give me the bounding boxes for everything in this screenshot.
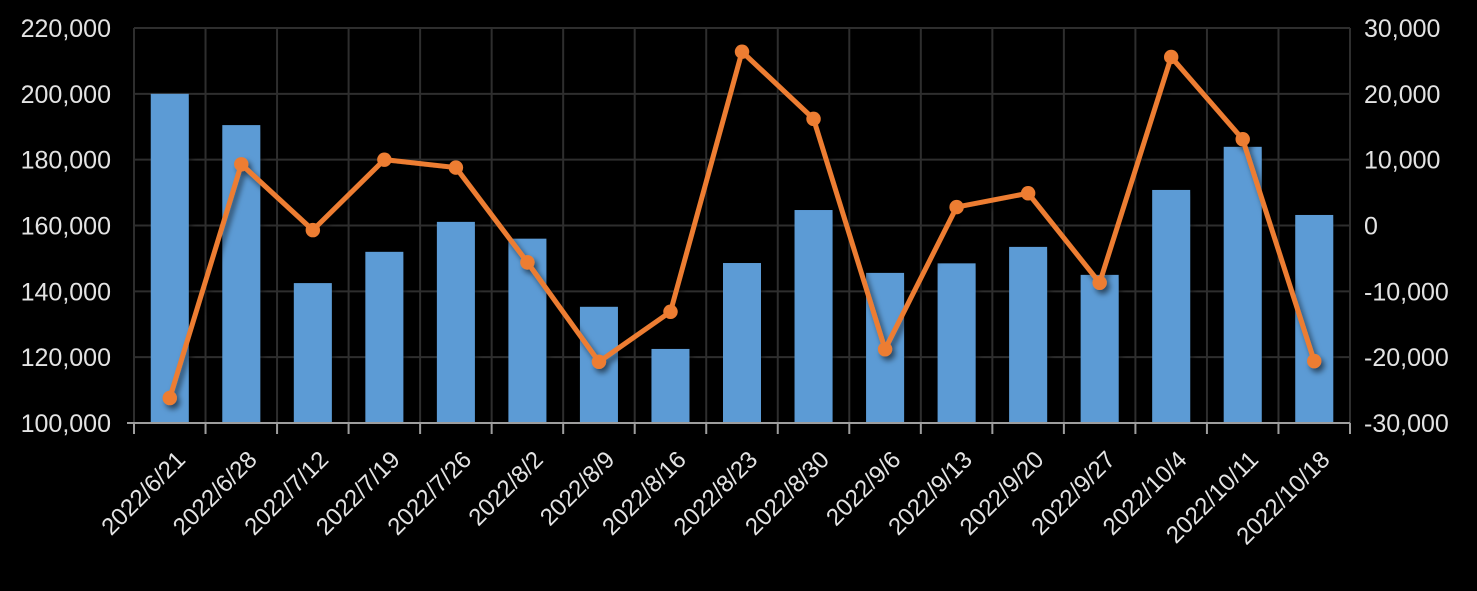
- line-series: [162, 44, 1322, 406]
- line-marker: [734, 44, 750, 59]
- left-axis-tick-label: 160,000: [21, 213, 111, 241]
- right-axis-tick-label: 30,000: [1364, 15, 1440, 43]
- line-marker: [663, 304, 678, 319]
- bar: [293, 283, 332, 423]
- line-marker: [949, 199, 964, 215]
- line-marker: [162, 390, 177, 406]
- vertical-gridlines: [133, 28, 1351, 423]
- left-axis-tick-label: 220,000: [21, 15, 111, 43]
- left-axis-labels: 100,000 120,000 140,000 160,000 180,000 200,0…: [21, 15, 111, 438]
- right-axis-labels: -30,000 -20,000 -10,000 0 10,000 20,000 30,000: [1364, 15, 1449, 438]
- line-marker: [806, 111, 821, 127]
- left-axis-tick-label: 140,000: [21, 278, 111, 306]
- right-axis-tick-label: 10,000: [1364, 147, 1440, 175]
- bar: [150, 93, 189, 423]
- line-marker: [1235, 132, 1250, 147]
- bar: [436, 221, 475, 423]
- bar-series: [150, 93, 1334, 424]
- bar: [723, 263, 761, 423]
- bar: [937, 263, 976, 423]
- right-axis-tick-label: 20,000: [1364, 81, 1440, 109]
- bar: [365, 251, 404, 423]
- left-axis-tick-label: 200,000: [21, 81, 111, 109]
- right-axis-tick-label: -20,000: [1364, 344, 1449, 372]
- bar: [1223, 146, 1262, 423]
- right-axis-tick-label: -10,000: [1364, 278, 1449, 306]
- line-marker: [1163, 49, 1179, 65]
- line-marker: [305, 222, 321, 238]
- line-marker: [877, 342, 893, 357]
- left-axis-tick-label: 100,000: [21, 410, 111, 438]
- x-axis: [127, 422, 1351, 434]
- line-marker: [234, 157, 249, 172]
- bar: [651, 348, 690, 423]
- right-axis-tick-label: -30,000: [1364, 410, 1449, 438]
- right-axis-tick-label: 0: [1364, 213, 1378, 241]
- bar: [1009, 246, 1048, 423]
- line-marker: [377, 152, 392, 167]
- line-marker: [1092, 275, 1107, 290]
- bar: [1152, 189, 1191, 423]
- left-axis-tick-label: 180,000: [21, 147, 111, 175]
- left-axis-tick-label: 120,000: [21, 344, 111, 372]
- line-marker: [520, 255, 535, 270]
- line-marker: [591, 354, 607, 369]
- line-marker: [448, 160, 464, 175]
- line-marker: [1307, 353, 1322, 369]
- bar: [1080, 274, 1119, 423]
- bar: [794, 210, 833, 423]
- line-marker: [1020, 186, 1036, 201]
